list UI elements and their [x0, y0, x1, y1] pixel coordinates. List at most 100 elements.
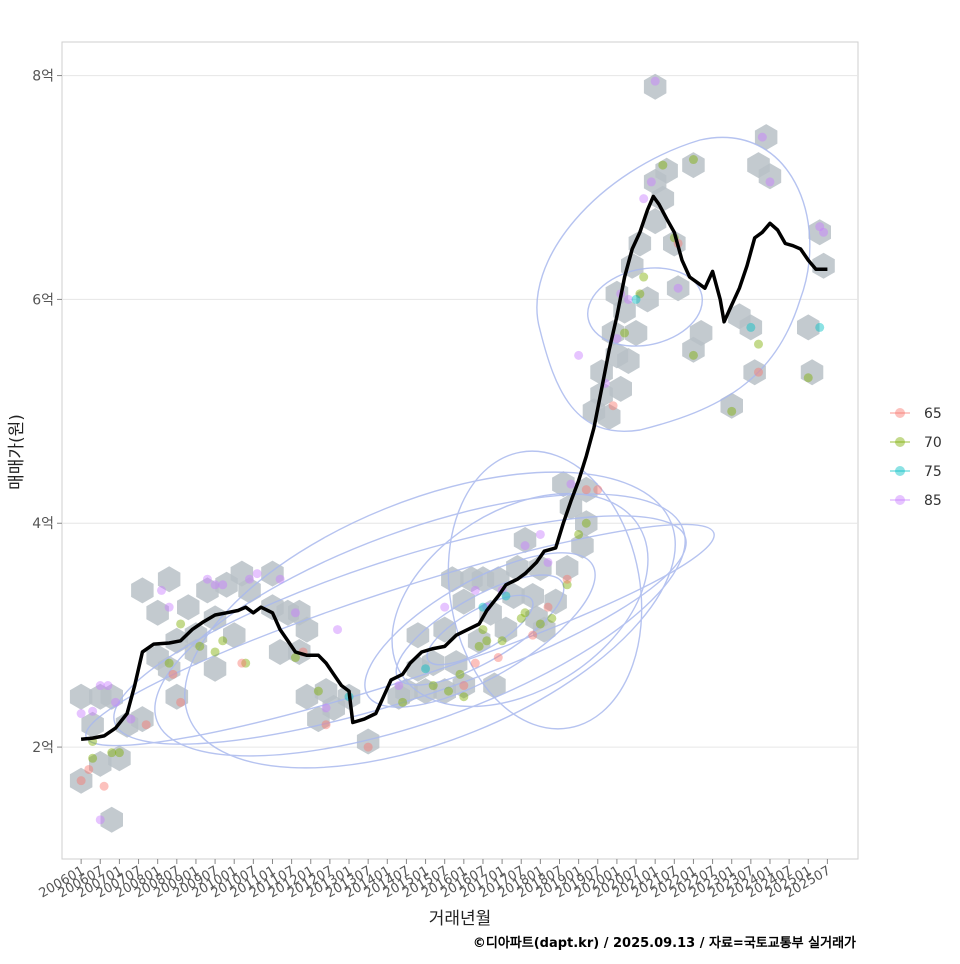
hexbin	[812, 252, 835, 279]
hexbin	[808, 219, 831, 246]
point-85	[202, 574, 212, 584]
legend-label: 65	[924, 406, 942, 422]
hexbin	[754, 124, 778, 151]
hexbin	[643, 208, 667, 235]
hexbin	[682, 152, 705, 179]
y-axis-title: 매매가(원)	[7, 414, 27, 490]
point-85	[819, 227, 829, 237]
hexbin	[532, 616, 556, 643]
point-65	[754, 367, 763, 377]
legend-item-70: 70	[890, 435, 942, 451]
point-85	[103, 681, 113, 691]
y-tick-label: 2억	[32, 740, 54, 756]
hexbin	[689, 320, 713, 346]
point-70	[164, 658, 174, 668]
point-70	[535, 619, 545, 629]
hexbin	[624, 320, 648, 346]
density-contour	[536, 136, 811, 432]
point-85	[275, 574, 285, 584]
legend-label: 75	[924, 464, 942, 480]
point-70	[218, 636, 228, 646]
point-75	[631, 294, 641, 304]
point-85	[757, 132, 767, 142]
point-70	[562, 580, 572, 590]
point-65	[141, 720, 151, 730]
legend-item-65: 65	[890, 406, 942, 422]
point-70	[639, 272, 649, 282]
point-85	[245, 574, 255, 584]
hexbin	[666, 275, 690, 302]
point-65	[493, 653, 503, 663]
point-85	[126, 714, 136, 724]
point-85	[111, 697, 121, 707]
hexbin	[108, 745, 131, 772]
hexbin	[157, 566, 181, 593]
point-75	[746, 322, 756, 332]
hexbin	[452, 672, 476, 699]
point-85	[612, 334, 622, 344]
legend-label: 70	[924, 435, 942, 451]
point-85	[650, 76, 660, 86]
legend-swatch	[895, 495, 905, 505]
point-70	[620, 328, 630, 338]
hexbin	[758, 163, 782, 190]
hexbin	[196, 577, 219, 604]
point-85	[673, 283, 683, 293]
density-contour	[154, 493, 686, 757]
plot-panel	[61, 41, 859, 860]
hexbin	[203, 655, 227, 682]
point-65	[363, 742, 373, 752]
hexbin	[295, 616, 319, 643]
hexbin	[743, 359, 766, 386]
hexbin	[157, 655, 181, 682]
point-70	[290, 653, 300, 663]
hexbin	[131, 577, 154, 604]
point-85	[520, 541, 530, 551]
hexbin	[544, 588, 567, 615]
point-65	[528, 630, 538, 640]
hexbin	[268, 639, 292, 665]
point-65	[321, 720, 331, 730]
point-70	[428, 681, 438, 691]
point-85	[164, 602, 174, 612]
hexbin	[800, 359, 824, 386]
hexbin	[513, 527, 537, 553]
legend-item-85: 85	[890, 493, 942, 509]
point-70	[520, 608, 530, 618]
point-70	[547, 613, 557, 623]
point-85	[218, 580, 228, 590]
hexbin	[184, 639, 208, 665]
point-85	[765, 177, 775, 187]
point-65	[562, 574, 572, 584]
hexbin	[433, 678, 456, 705]
legend-item-75: 75	[890, 464, 942, 480]
point-70	[688, 155, 698, 165]
point-65	[84, 764, 94, 774]
point-75	[815, 322, 825, 332]
source-caption: ©디아파트(dapt.kr) / 2025.09.13 / 자료=국토교통부 실…	[473, 935, 856, 951]
point-70	[754, 339, 763, 349]
point-85	[95, 815, 105, 825]
legend-label: 85	[924, 493, 942, 509]
point-85	[394, 681, 404, 691]
point-70	[107, 748, 117, 758]
hexbin	[203, 605, 227, 632]
hexbin	[609, 375, 632, 402]
point-85	[815, 222, 825, 232]
point-70	[313, 686, 323, 696]
point-85	[333, 625, 343, 635]
point-85	[210, 580, 220, 590]
point-70	[727, 406, 737, 416]
point-85	[321, 703, 331, 713]
y-axis-ticks: 2억 4억 6억 8억	[32, 69, 62, 756]
point-85	[470, 585, 480, 595]
legend: 65 70 75 85	[890, 406, 942, 509]
hexbin	[598, 403, 621, 430]
x-axis-title: 거래년월	[429, 909, 492, 929]
point-70	[455, 669, 465, 679]
hexbin	[617, 348, 640, 374]
point-70	[574, 529, 584, 539]
point-85	[252, 569, 262, 579]
point-70	[803, 373, 813, 383]
